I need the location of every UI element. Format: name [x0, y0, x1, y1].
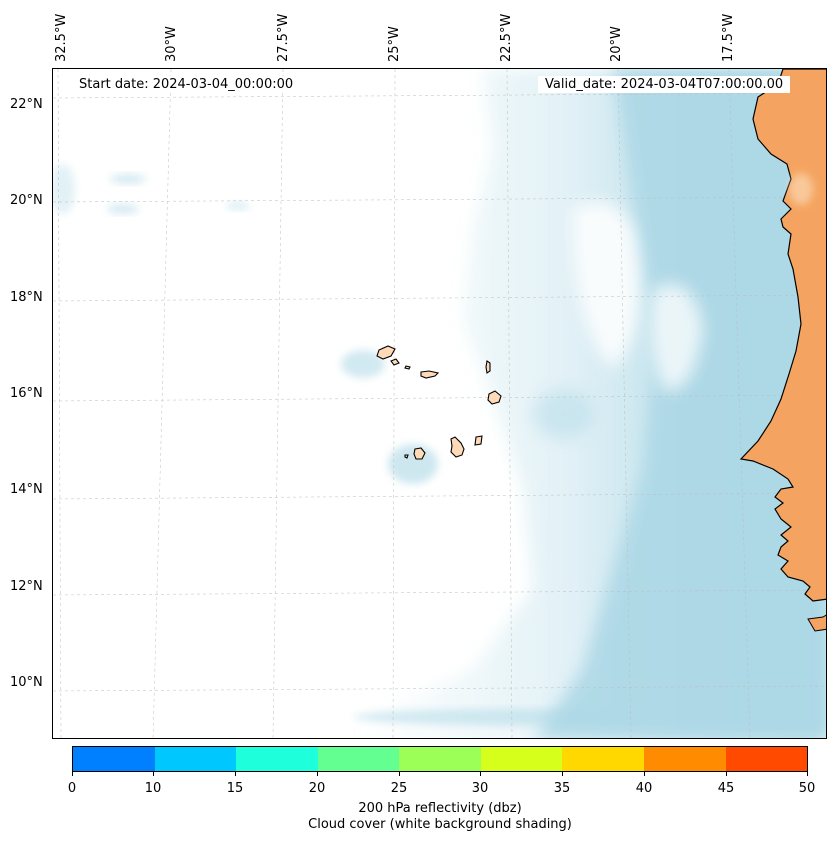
land-cloud-patch [789, 173, 813, 205]
colorbar-tick-label: 40 [635, 781, 653, 796]
map-panel [52, 68, 827, 739]
colorbar-tick [480, 772, 481, 776]
colorbar-segment [73, 747, 155, 771]
colorbar-label-reflectivity: 200 hPa reflectivity (dbz) [358, 801, 522, 816]
lon-label: 32.5°W [54, 13, 69, 62]
start-date-label: Start date: 2024-03-04_00:00:00 [72, 76, 301, 93]
colorbar-tick [235, 772, 236, 776]
colorbar-segment [399, 747, 481, 771]
colorbar-tick [153, 772, 154, 776]
colorbar-tick-label: 25 [390, 781, 408, 796]
lat-label: 18°N [10, 290, 43, 305]
colorbar-tick [726, 772, 727, 776]
lon-label: 27.5°W [276, 13, 291, 62]
colorbar-tick-label: 45 [717, 781, 735, 796]
colorbar-segment [562, 747, 644, 771]
colorbar-tick-label: 35 [553, 781, 571, 796]
colorbar-tick [562, 772, 563, 776]
colorbar-segment [317, 747, 400, 771]
colorbar-tick-label: 50 [798, 781, 816, 796]
colorbar-segment [154, 747, 237, 771]
lat-label: 12°N [10, 579, 43, 594]
colorbar-tick [644, 772, 645, 776]
colorbar-segment [643, 747, 726, 771]
lat-label: 16°N [10, 386, 43, 401]
lat-label: 22°N [10, 97, 43, 112]
colorbar-tick-label: 0 [67, 781, 77, 796]
lon-label: 30°W [164, 26, 179, 62]
gridlines [53, 69, 826, 738]
lon-label: 20°W [609, 26, 624, 62]
valid-date-label: Valid_date: 2024-03-04T07:00:00.00 [538, 76, 791, 93]
colorbar-label-cloud: Cloud cover (white background shading) [308, 817, 572, 832]
lat-label: 14°N [10, 482, 43, 497]
colorbar-segment [480, 747, 563, 771]
lon-label: 22.5°W [499, 13, 514, 62]
colorbar-tick [399, 772, 400, 776]
colorbar-tick-label: 20 [308, 781, 326, 796]
cape-verde-islands [376, 345, 502, 460]
africa-coast-detail [807, 614, 826, 632]
map-canvas [53, 69, 826, 738]
colorbar-tick-label: 30 [471, 781, 489, 796]
colorbar-tick-label: 10 [144, 781, 162, 796]
lon-label: 17.5°W [721, 13, 736, 62]
lat-label: 10°N [10, 675, 43, 690]
colorbar-tick-label: 15 [226, 781, 244, 796]
colorbar [72, 746, 808, 772]
cloud-cover-layer [53, 69, 826, 738]
colorbar-label: 200 hPa reflectivity (dbz) Cloud cover (… [72, 801, 808, 833]
colorbar-segment [725, 747, 808, 771]
colorbar-tick [72, 772, 73, 776]
colorbar-tick [807, 772, 808, 776]
lon-label: 25°W [387, 26, 402, 62]
colorbar-segment [236, 747, 318, 771]
colorbar-tick [317, 772, 318, 776]
lat-label: 20°N [10, 193, 43, 208]
